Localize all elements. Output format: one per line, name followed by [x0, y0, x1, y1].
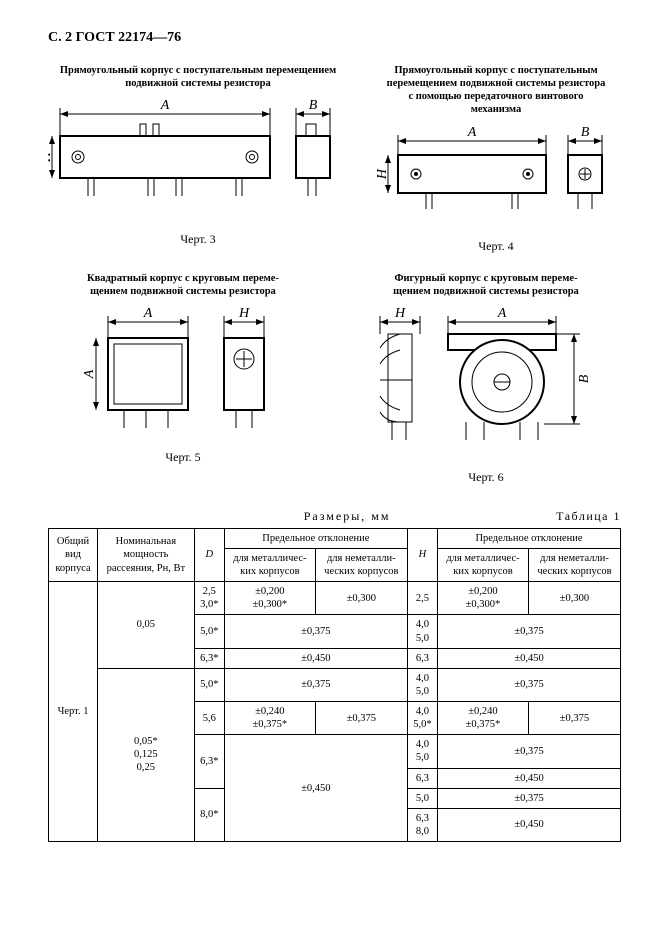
svg-text:B: B — [309, 98, 318, 113]
col-dev-h: Предельное отклонение — [438, 528, 621, 548]
svg-text:B: B — [577, 374, 592, 383]
col-h-nonmetal: для неметалли-ческих корпусов — [528, 548, 620, 581]
figure-4-drawing: A H B — [376, 123, 616, 233]
dimensions-table: Общийвидкорпуса Номинальнаямощностьрассе… — [48, 528, 621, 842]
figure-4-title: Прямоугольный корпус с поступательнымпер… — [371, 64, 621, 117]
col-power: Номинальнаямощностьрассеяния, Pн, Вт — [98, 528, 195, 581]
col-d: D — [194, 528, 224, 581]
figure-5-title: Квадратный корпус с круговым переме-щени… — [48, 272, 318, 298]
figure-5-label: Черт. 5 — [48, 450, 318, 465]
svg-text:H: H — [48, 151, 54, 163]
col-d-metal: для металличес-ких корпусов — [224, 548, 315, 581]
col-h-metal: для металличес-ких корпусов — [438, 548, 529, 581]
figure-3-label: Черт. 3 — [48, 232, 348, 247]
figure-6-title: Фигурный корпус с круговым переме-щением… — [351, 272, 621, 298]
figure-4: Прямоугольный корпус с поступательнымпер… — [371, 64, 621, 254]
figure-6-label: Черт. 6 — [351, 470, 621, 485]
svg-text:A: A — [143, 306, 153, 321]
figure-5-drawing: A A H — [68, 304, 298, 444]
table-number: Таблица 1 — [556, 509, 621, 524]
figure-3-drawing: A H — [48, 96, 348, 226]
svg-text:A: A — [467, 125, 477, 140]
col-d-nonmetal: для неметалли-ческих корпусов — [315, 548, 407, 581]
table-row: 0,05*0,1250,25 5,0* ±0,375 4,05,0 ±0,375 — [49, 668, 621, 701]
svg-text:A: A — [497, 306, 507, 321]
figure-6: Фигурный корпус с круговым переме-щением… — [351, 272, 621, 485]
figure-5: Квадратный корпус с круговым переме-щени… — [48, 272, 318, 485]
page-header: С. 2 ГОСТ 22174—76 — [48, 30, 621, 46]
svg-text:A: A — [160, 98, 170, 113]
svg-text:A: A — [82, 369, 97, 379]
svg-text:H: H — [238, 306, 250, 321]
svg-text:H: H — [376, 168, 390, 180]
col-dev-d: Предельное отклонение — [224, 528, 407, 548]
table-caption: Размеры, мм — [138, 509, 556, 524]
svg-text:H: H — [394, 306, 406, 321]
figure-4-label: Черт. 4 — [371, 239, 621, 254]
col-vid: Общийвидкорпуса — [49, 528, 98, 581]
table-row: Черт. 1 0,05 2,53,0* ±0,200±0,300* ±0,30… — [49, 582, 621, 615]
figure-6-drawing: H A — [366, 304, 606, 464]
col-h: H — [407, 528, 437, 581]
svg-text:B: B — [581, 125, 590, 140]
figure-3: Прямоугольный корпус с поступательным пе… — [48, 64, 348, 254]
figure-3-title: Прямоугольный корпус с поступательным пе… — [48, 64, 348, 90]
